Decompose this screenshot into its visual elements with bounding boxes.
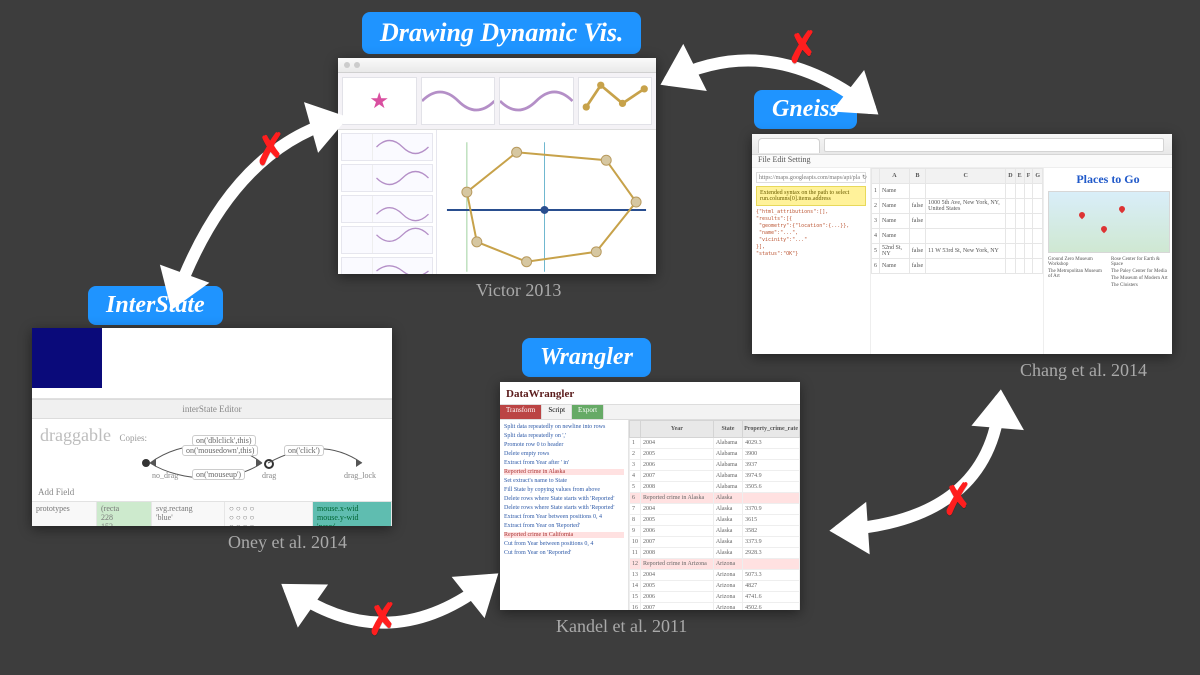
arrow-layer <box>0 0 1200 675</box>
slide-stage: Drawing Dynamic Vis. ★ <box>0 0 1200 675</box>
